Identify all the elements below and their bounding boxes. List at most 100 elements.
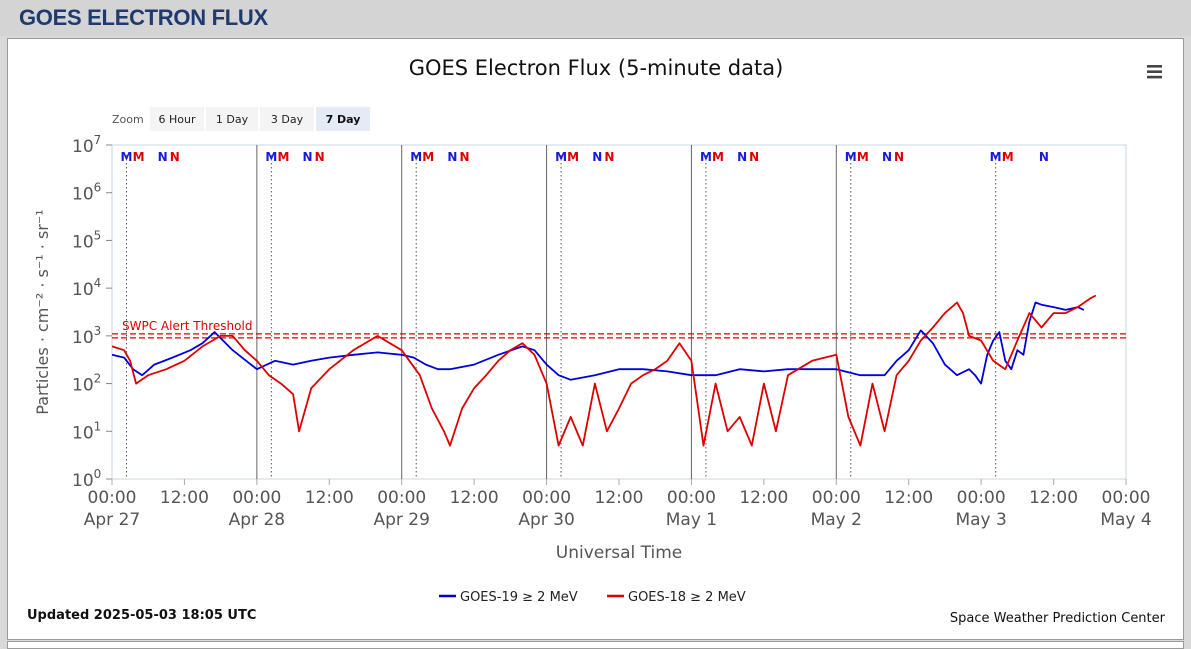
x-tick-date-label: Apr 27 — [84, 510, 140, 530]
y-tick-label: 100 — [72, 467, 101, 491]
midnight-marker: M — [422, 150, 434, 164]
x-tick-date-label: May 1 — [666, 510, 717, 530]
zoom-button-label: 7 Day — [326, 113, 361, 126]
x-tick-date-label: May 3 — [955, 510, 1006, 530]
page-header: GOES ELECTRON FLUX — [0, 0, 1191, 36]
grid-layer — [125, 145, 997, 479]
noon-marker: N — [1039, 150, 1049, 164]
hamburger-menu-icon[interactable] — [1146, 63, 1164, 83]
y-tick-exponent: 2 — [94, 372, 102, 386]
y-tick-base: 10 — [72, 232, 94, 252]
midnight-marker: M — [265, 150, 277, 164]
midnight-marker: M — [990, 150, 1002, 164]
x-tick-time-label: 12:00 — [450, 488, 499, 508]
noon-marker: N — [592, 150, 602, 164]
legend-item-goes19[interactable]: GOES-19 ≥ 2 MeV — [439, 590, 578, 605]
alert-threshold-label: SWPC Alert Threshold — [122, 319, 252, 333]
zoom-button-label: 3 Day — [271, 113, 304, 126]
x-tick-time-label: 12:00 — [305, 488, 354, 508]
zoom-button-6h[interactable]: 6 Hour — [150, 107, 204, 131]
x-axis-title: Universal Time — [556, 543, 682, 563]
page-title: GOES ELECTRON FLUX — [19, 5, 268, 30]
y-tick-exponent: 1 — [94, 419, 102, 433]
midnight-marker: M — [567, 150, 579, 164]
zoom-button-1d[interactable]: 1 Day — [206, 107, 258, 131]
noon-marker: N — [303, 150, 313, 164]
x-tick-time-label: 00:00 — [88, 488, 137, 508]
x-tick-date-label: May 4 — [1100, 510, 1151, 530]
midnight-marker: M — [857, 150, 869, 164]
midnight-marker: M — [1002, 150, 1014, 164]
x-tick-time-label: 00:00 — [232, 488, 281, 508]
y-tick-exponent: 0 — [94, 467, 102, 481]
legend-label: GOES-19 ≥ 2 MeV — [460, 590, 578, 605]
zoom-button-3d[interactable]: 3 Day — [260, 107, 314, 131]
plot-area — [111, 144, 1127, 480]
y-tick-base: 10 — [72, 137, 94, 157]
noon-marker: N — [158, 150, 168, 164]
legend: GOES-19 ≥ 2 MeV GOES-18 ≥ 2 MeV — [439, 590, 746, 605]
noon-marker: N — [749, 150, 759, 164]
y-tick-base: 10 — [72, 328, 94, 348]
x-tick-time-label: 12:00 — [739, 488, 788, 508]
midnight-marker: M — [121, 150, 133, 164]
midnight-marker: M — [410, 150, 422, 164]
midnight-marker: M — [845, 150, 857, 164]
y-tick-base: 10 — [72, 423, 94, 443]
y-tick-exponent: 4 — [94, 276, 102, 290]
x-tick-time-label: 00:00 — [812, 488, 861, 508]
y-tick-label: 107 — [72, 133, 101, 157]
updated-timestamp: Updated 2025-05-03 18:05 UTC — [27, 608, 256, 623]
y-tick-label: 101 — [72, 419, 101, 443]
credit-text[interactable]: Space Weather Prediction Center — [950, 611, 1166, 626]
zoom-button-7d[interactable]: 7 Day — [316, 107, 370, 131]
legend-label: GOES-18 ≥ 2 MeV — [628, 590, 746, 605]
x-tick-time-label: 00:00 — [957, 488, 1006, 508]
y-tick-base: 10 — [72, 376, 94, 396]
x-tick-time-label: 00:00 — [522, 488, 571, 508]
y-tick-exponent: 5 — [94, 228, 102, 242]
series-line-goes19 — [111, 301, 1085, 385]
zoom-button-label: 6 Hour — [159, 113, 196, 126]
y-tick-label: 102 — [72, 372, 101, 396]
next-panel-edge — [7, 641, 1184, 649]
y-tick-base: 10 — [72, 280, 94, 300]
noon-marker: N — [315, 150, 325, 164]
midnight-marker: M — [555, 150, 567, 164]
noon-marker: N — [604, 150, 614, 164]
y-axis-title: Particles · cm⁻² · s⁻¹ · sr⁻¹ — [33, 209, 52, 414]
y-tick-exponent: 6 — [94, 181, 102, 195]
threshold-layer: SWPC Alert Threshold — [112, 319, 1126, 339]
midnight-marker: M — [700, 150, 712, 164]
x-tick-time-label: 12:00 — [595, 488, 644, 508]
y-tick-label: 103 — [72, 324, 101, 348]
x-tick-date-label: Apr 28 — [229, 510, 285, 530]
y-tick-label: 106 — [72, 181, 101, 205]
x-tick-time-label: 12:00 — [1029, 488, 1078, 508]
x-tick-time-label: 00:00 — [377, 488, 426, 508]
x-tick-time-label: 12:00 — [160, 488, 209, 508]
series-line-goes18 — [111, 294, 1097, 447]
chart-title: GOES Electron Flux (5-minute data) — [409, 56, 784, 80]
midnight-marker: M — [712, 150, 724, 164]
noon-marker: N — [737, 150, 747, 164]
noon-marker: N — [459, 150, 469, 164]
midnight-marker: M — [277, 150, 289, 164]
y-tick-label: 105 — [72, 228, 101, 252]
noon-marker: N — [894, 150, 904, 164]
x-tick-time-label: 00:00 — [1102, 488, 1151, 508]
zoom-label: Zoom — [112, 113, 144, 126]
zoom-button-label: 1 Day — [216, 113, 249, 126]
y-tick-base: 10 — [72, 471, 94, 491]
electron-flux-chart: GOES Electron Flux (5-minute data) Zoom … — [27, 56, 1166, 626]
series-layer — [111, 294, 1097, 447]
noon-marker: N — [447, 150, 457, 164]
x-tick-date-label: Apr 29 — [373, 510, 429, 530]
y-tick-exponent: 3 — [94, 324, 102, 338]
legend-item-goes18[interactable]: GOES-18 ≥ 2 MeV — [607, 590, 746, 605]
x-tick-date-label: Apr 30 — [518, 510, 574, 530]
x-tick-time-label: 12:00 — [884, 488, 933, 508]
